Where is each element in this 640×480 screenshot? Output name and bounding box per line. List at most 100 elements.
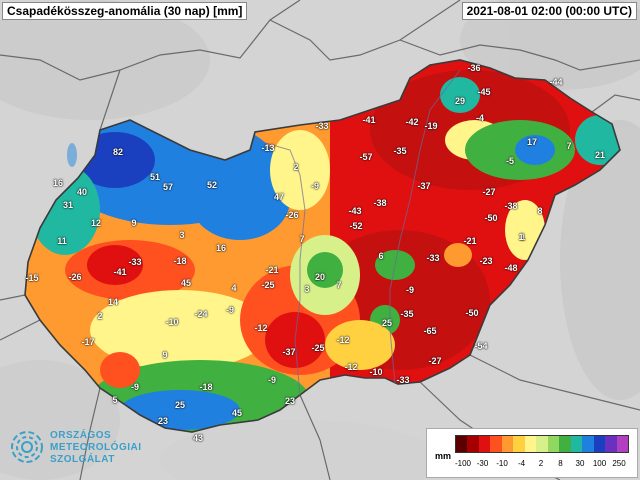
station-value: -45 [477, 87, 491, 97]
legend-swatch [478, 436, 491, 452]
legend-swatch [513, 436, 525, 452]
station-value: 2 [293, 162, 299, 172]
station-value: 52 [206, 180, 218, 190]
station-value: -10 [369, 367, 383, 377]
station-value: -65 [423, 326, 437, 336]
station-value: 5 [112, 395, 118, 405]
station-value: 57 [162, 182, 174, 192]
legend-tick-label: 250 [612, 459, 626, 468]
legend-swatch [547, 436, 560, 452]
station-value: 1 [518, 232, 524, 242]
station-value: 47 [273, 192, 285, 202]
station-value: 25 [174, 400, 186, 410]
station-value: 29 [454, 96, 466, 106]
lake-water [67, 143, 77, 167]
station-value: -12 [344, 362, 358, 372]
station-value: 23 [157, 416, 169, 426]
legend-swatch [467, 436, 479, 452]
station-value: -36 [467, 63, 481, 73]
station-value: -5 [505, 156, 515, 166]
legend-tick-label: 8 [558, 459, 563, 468]
station-value: -9 [310, 181, 320, 191]
station-value: 7 [336, 280, 342, 290]
map-title: Csapadékösszeg-anomália (30 nap) [mm] [2, 2, 248, 20]
station-value: -25 [261, 280, 275, 290]
station-value: -38 [373, 198, 387, 208]
station-value: -44 [549, 77, 563, 87]
station-value: 14 [107, 297, 119, 307]
logo-line-3: SZOLGÁLAT [50, 454, 115, 465]
rivers [254, 69, 461, 396]
station-value: -43 [348, 206, 362, 216]
station-value: -38 [504, 201, 518, 211]
station-value: -9 [225, 305, 235, 315]
station-value: 6 [378, 251, 384, 261]
logo-line-1: ORSZÁGOS [50, 430, 112, 441]
station-value: -27 [428, 356, 442, 366]
color-legend: mm -100 -30 -10 -4 2 8 30 100 250 [426, 428, 638, 478]
omsz-logo: ORSZÁGOS METEOROLÓGIAI SZOLGÁLAT [8, 428, 168, 474]
legend-swatch [501, 436, 514, 452]
station-value: 23 [284, 396, 296, 406]
station-value: 21 [594, 150, 606, 160]
station-value: -24 [194, 309, 208, 319]
station-value: 43 [192, 433, 204, 443]
station-value: -33 [396, 375, 410, 385]
station-value: -12 [336, 335, 350, 345]
station-value: -23 [479, 256, 493, 266]
station-value: -37 [282, 347, 296, 357]
station-value: -35 [400, 309, 414, 319]
legend-swatch [582, 436, 594, 452]
station-value: 7 [566, 141, 572, 151]
legend-swatch [559, 436, 571, 452]
station-value: 16 [215, 243, 227, 253]
legend-swatch [570, 436, 583, 452]
station-value: -21 [463, 236, 477, 246]
legend-swatch [490, 436, 502, 452]
station-value: -27 [482, 187, 496, 197]
station-value: -33 [315, 121, 329, 131]
station-value: 4 [231, 283, 237, 293]
station-value: 45 [180, 278, 192, 288]
legend-unit: mm [435, 451, 452, 461]
station-value: -26 [285, 210, 299, 220]
station-value: -42 [405, 117, 419, 127]
station-value: -25 [311, 343, 325, 353]
station-value: -9 [130, 382, 140, 392]
station-value: 25 [381, 318, 393, 328]
legend-swatch [524, 436, 537, 452]
legend-color-bar [455, 435, 629, 453]
station-value: -54 [474, 341, 488, 351]
station-value: 82 [112, 147, 124, 157]
station-value: -48 [504, 263, 518, 273]
station-value: -9 [267, 375, 277, 385]
station-value: -15 [25, 273, 39, 283]
station-value: 7 [299, 234, 305, 244]
station-value: -17 [81, 337, 95, 347]
legend-swatch [536, 436, 548, 452]
station-value: -35 [393, 146, 407, 156]
legend-swatch [456, 436, 468, 452]
station-value: 2 [97, 311, 103, 321]
legend-swatch [616, 436, 629, 452]
station-value: 1 [520, 232, 526, 242]
station-value: 8 [537, 206, 543, 216]
station-value: -41 [113, 267, 127, 277]
station-value: -41 [362, 115, 376, 125]
station-value: 17 [526, 137, 538, 147]
station-value: 9 [162, 350, 168, 360]
legend-tick-label: 100 [592, 459, 607, 468]
legend-tick-label: -4 [517, 459, 526, 468]
station-value: 45 [231, 408, 243, 418]
station-value: -33 [128, 257, 142, 267]
legend-tick-label: -10 [496, 459, 508, 468]
station-value: 3 [304, 284, 310, 294]
legend-tick-label: 30 [575, 459, 585, 468]
legend-tick-label: -30 [476, 459, 489, 468]
station-value: 12 [90, 218, 102, 228]
station-value: 31 [62, 200, 74, 210]
